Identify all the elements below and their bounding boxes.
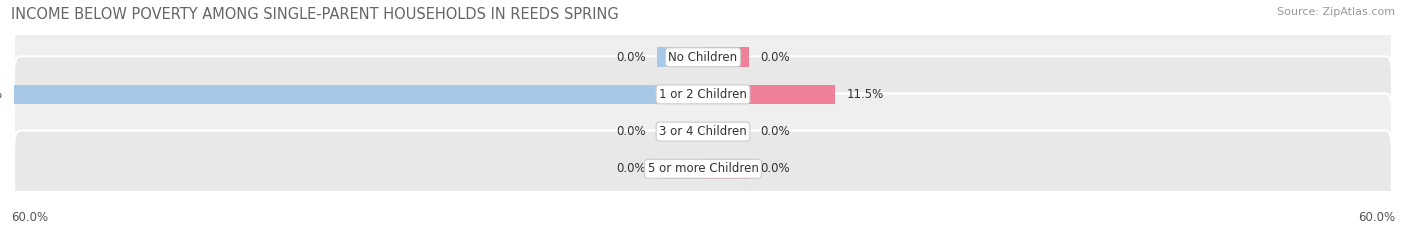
- FancyBboxPatch shape: [14, 56, 1392, 133]
- Text: 0.0%: 0.0%: [761, 162, 790, 175]
- Bar: [657, 48, 703, 67]
- Text: No Children: No Children: [668, 51, 738, 64]
- Bar: [703, 122, 749, 141]
- Bar: [703, 48, 749, 67]
- Bar: [657, 122, 703, 141]
- Text: 11.5%: 11.5%: [846, 88, 884, 101]
- Text: 60.0%: 60.0%: [0, 88, 3, 101]
- Bar: [703, 85, 835, 104]
- Bar: [14, 85, 703, 104]
- Text: Source: ZipAtlas.com: Source: ZipAtlas.com: [1277, 7, 1395, 17]
- Text: 60.0%: 60.0%: [1358, 211, 1395, 224]
- FancyBboxPatch shape: [14, 130, 1392, 207]
- Text: INCOME BELOW POVERTY AMONG SINGLE-PARENT HOUSEHOLDS IN REEDS SPRING: INCOME BELOW POVERTY AMONG SINGLE-PARENT…: [11, 7, 619, 22]
- Text: 3 or 4 Children: 3 or 4 Children: [659, 125, 747, 138]
- Bar: [657, 159, 703, 178]
- Text: 0.0%: 0.0%: [761, 125, 790, 138]
- Text: 1 or 2 Children: 1 or 2 Children: [659, 88, 747, 101]
- Text: 0.0%: 0.0%: [616, 51, 645, 64]
- Text: 0.0%: 0.0%: [761, 51, 790, 64]
- FancyBboxPatch shape: [14, 19, 1392, 96]
- Bar: [703, 159, 749, 178]
- FancyBboxPatch shape: [14, 93, 1392, 170]
- Text: 0.0%: 0.0%: [616, 162, 645, 175]
- Text: 60.0%: 60.0%: [11, 211, 48, 224]
- Text: 5 or more Children: 5 or more Children: [648, 162, 758, 175]
- Text: 0.0%: 0.0%: [616, 125, 645, 138]
